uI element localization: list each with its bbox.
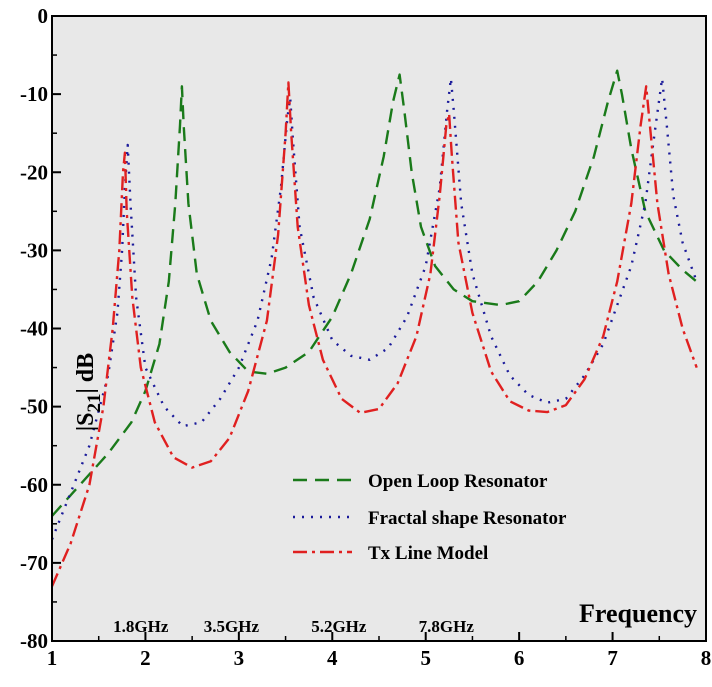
y-tick-label: -20: [20, 160, 48, 184]
y-tick-label: -30: [20, 238, 48, 262]
legend: Open Loop Resonator Fractal shape Resonat…: [293, 471, 567, 564]
y-axis-label: |S21| dB: [73, 353, 105, 431]
legend-label-1: Open Loop Resonator: [368, 471, 548, 492]
axes-layer: 1 2 3 4 5 6 7 8 0 -10 -20 -30 -40 -50 -60 -70 -80: [20, 4, 711, 670]
y-tick-label: -80: [20, 629, 48, 653]
x-tick-label: 7: [607, 646, 618, 670]
legend-label-2: Fractal shape Resonator: [368, 508, 567, 529]
x-axis-label: Frequency: [579, 599, 697, 628]
legend-label-3: Tx Line Model: [368, 543, 488, 564]
y-axis-label-suffix: | dB: [73, 353, 99, 394]
x-tick-label: 6: [514, 646, 525, 670]
series-line-2: [50, 77, 698, 540]
y-axis-label-subscript: 21: [84, 394, 105, 413]
x-tick-label: 5: [420, 646, 431, 670]
frequency-annotation: 5.2GHz: [311, 617, 367, 636]
y-tick-label: 0: [38, 4, 49, 28]
x-tick-label: 3: [234, 646, 245, 670]
frequency-annotation: 1.8GHz: [113, 617, 169, 636]
y-tick-label: -40: [20, 317, 48, 341]
y-tick-label: -50: [20, 395, 48, 419]
series-layer: [50, 69, 698, 587]
y-tick-label: -60: [20, 473, 48, 497]
y-axis-label-prefix: |S: [73, 413, 99, 432]
series-line-1: [51, 69, 698, 517]
frequency-annotation: 3.5GHz: [204, 617, 260, 636]
y-tick-label: -10: [20, 82, 48, 106]
annotation-layer: 1.8GHz 3.5GHz 5.2GHz 7.8GHz: [113, 617, 474, 636]
x-tick-label: 2: [140, 646, 151, 670]
x-tick-label: 4: [327, 646, 338, 670]
series-line-3: [50, 81, 698, 587]
y-tick-label: -70: [20, 551, 48, 575]
frequency-annotation: 7.8GHz: [419, 617, 475, 636]
x-tick-label: 8: [701, 646, 712, 670]
x-tick-label: 1: [47, 646, 58, 670]
